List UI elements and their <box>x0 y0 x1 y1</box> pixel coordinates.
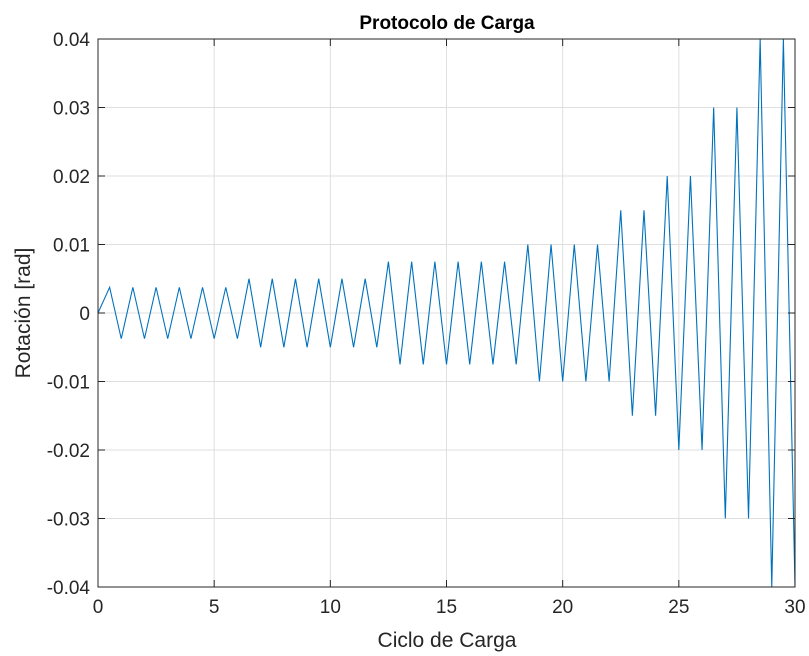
x-tick-labels: 0 5 10 15 20 25 30 <box>93 597 806 618</box>
tick-marks <box>97 38 796 588</box>
y-axis-label: Rotación [rad] <box>12 248 35 379</box>
x-axis-label: Ciclo de Carga <box>378 629 517 652</box>
y-tick-label: 0.01 <box>53 236 90 257</box>
x-tick-label: 10 <box>320 597 341 618</box>
series-layer <box>97 38 796 588</box>
x-tick-label: 25 <box>668 597 689 618</box>
y-tick-label: -0.03 <box>47 510 90 531</box>
y-tick-label: -0.02 <box>47 441 90 462</box>
x-tick-label: 5 <box>209 597 220 618</box>
y-tick-label: 0.03 <box>53 99 90 120</box>
y-tick-label: 0.02 <box>53 167 90 188</box>
chart-title: Protocolo de Carga <box>359 13 535 34</box>
x-tick-label: 0 <box>93 597 104 618</box>
y-tick-label: 0.04 <box>53 30 90 51</box>
x-tick-label: 15 <box>436 597 457 618</box>
grid <box>98 39 795 587</box>
y-tick-label: 0 <box>79 304 90 325</box>
y-tick-label: -0.01 <box>47 373 90 394</box>
y-tick-label: -0.04 <box>47 578 91 599</box>
x-tick-label: 30 <box>784 597 805 618</box>
y-tick-labels: -0.04 -0.03 -0.02 -0.01 0 0.01 0.02 0.03 0.04 <box>47 30 91 599</box>
series-line <box>97 38 796 588</box>
x-tick-label: 20 <box>552 597 573 618</box>
